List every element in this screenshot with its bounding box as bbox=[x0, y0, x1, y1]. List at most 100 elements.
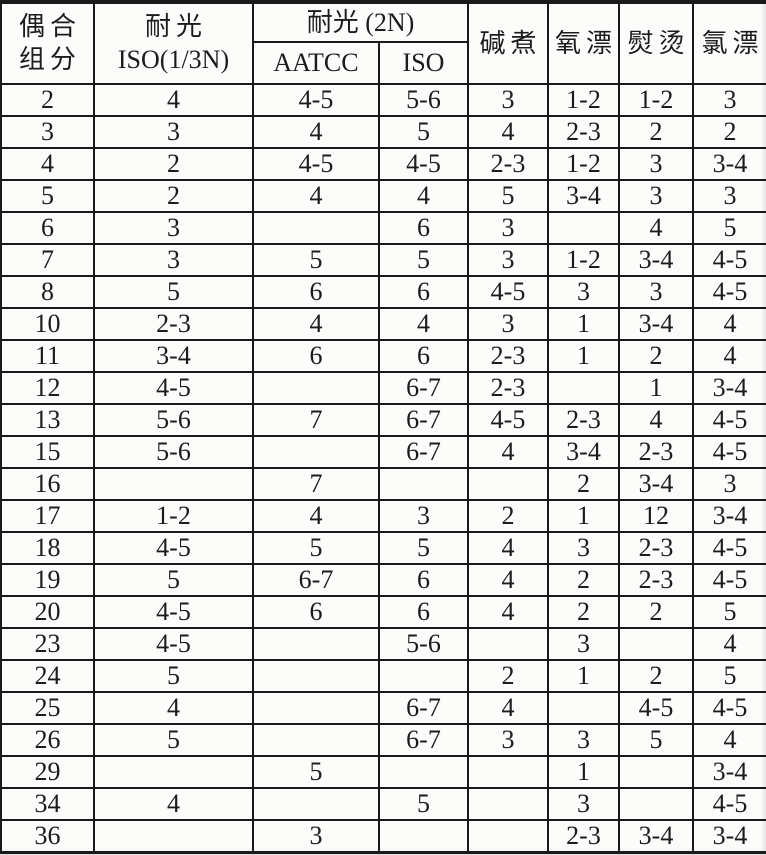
value-cell: 2 bbox=[93, 147, 254, 181]
value-cell: 5 bbox=[467, 179, 549, 213]
value-cell bbox=[618, 627, 694, 661]
component-cell: 36 bbox=[0, 819, 95, 853]
header-lightfastness-2n: 耐光 (2N) bbox=[252, 1, 469, 43]
table-row: 20 4-5 6 6 4 2 2 5 bbox=[0, 595, 766, 629]
component-cell: 15 bbox=[0, 435, 95, 469]
table-row: 7 3 5 5 3 1-2 3-4 4-5 bbox=[0, 243, 766, 277]
value-cell: 5 bbox=[378, 787, 469, 821]
table-row: 26 5 6-7 3 3 5 4 bbox=[0, 723, 766, 757]
value-cell: 4-5 bbox=[692, 275, 766, 309]
value-cell: 3 bbox=[547, 531, 620, 565]
value-cell: 2 bbox=[93, 179, 254, 213]
value-cell: 4-5 bbox=[692, 435, 766, 469]
value-cell: 5 bbox=[692, 595, 766, 629]
value-cell bbox=[252, 435, 380, 469]
value-cell: 4 bbox=[378, 179, 469, 213]
value-cell: 4 bbox=[93, 83, 254, 117]
value-cell: 12 bbox=[618, 499, 694, 533]
value-cell: 4 bbox=[252, 115, 380, 149]
table-row: 2 4 4-5 5-6 3 1-2 1-2 3 bbox=[0, 83, 766, 117]
component-cell: 19 bbox=[0, 563, 95, 597]
value-cell: 3-4 bbox=[547, 435, 620, 469]
value-cell: 6 bbox=[378, 595, 469, 629]
header-lightfastness-iso13n: 耐光 ISO(1/3N) bbox=[93, 1, 254, 85]
component-cell: 34 bbox=[0, 787, 95, 821]
header-lightfast-line2: ISO(1/3N) bbox=[117, 44, 230, 74]
value-cell: 4-5 bbox=[93, 627, 254, 661]
value-cell: 3 bbox=[93, 211, 254, 245]
value-cell bbox=[618, 787, 694, 821]
component-cell: 18 bbox=[0, 531, 95, 565]
component-cell: 3 bbox=[0, 115, 95, 149]
value-cell: 2-3 bbox=[618, 435, 694, 469]
value-cell bbox=[467, 787, 549, 821]
value-cell bbox=[252, 371, 380, 405]
value-cell: 5 bbox=[93, 659, 254, 693]
value-cell: 6 bbox=[378, 339, 469, 373]
value-cell: 2 bbox=[618, 115, 694, 149]
value-cell: 5-6 bbox=[93, 435, 254, 469]
table-row: 16 7 2 3-4 3 bbox=[0, 467, 766, 501]
value-cell bbox=[467, 755, 549, 789]
value-cell: 6 bbox=[252, 275, 380, 309]
value-cell bbox=[467, 627, 549, 661]
value-cell: 4-5 bbox=[252, 83, 380, 117]
value-cell bbox=[378, 819, 469, 853]
value-cell: 4 bbox=[618, 403, 694, 437]
value-cell: 4-5 bbox=[378, 147, 469, 181]
value-cell: 1 bbox=[547, 499, 620, 533]
value-cell: 6-7 bbox=[378, 691, 469, 725]
value-cell: 6 bbox=[252, 595, 380, 629]
header-lightfast-line1: 耐光 bbox=[144, 12, 207, 41]
value-cell: 3-4 bbox=[618, 307, 694, 341]
component-cell: 13 bbox=[0, 403, 95, 437]
value-cell: 3 bbox=[692, 179, 766, 213]
value-cell: 4 bbox=[467, 563, 549, 597]
value-cell: 2-3 bbox=[467, 371, 549, 405]
value-cell bbox=[252, 627, 380, 661]
value-cell: 4-5 bbox=[93, 371, 254, 405]
value-cell: 6 bbox=[378, 211, 469, 245]
component-cell: 20 bbox=[0, 595, 95, 629]
component-cell: 26 bbox=[0, 723, 95, 757]
value-cell: 6-7 bbox=[378, 403, 469, 437]
value-cell: 4 bbox=[467, 595, 549, 629]
value-cell: 4-5 bbox=[692, 691, 766, 725]
value-cell: 5 bbox=[93, 563, 254, 597]
header-coupling-line2: 组分 bbox=[18, 44, 81, 74]
value-cell: 5-6 bbox=[378, 83, 469, 117]
value-cell bbox=[93, 467, 254, 501]
table-row: 8 5 6 6 4-5 3 3 4-5 bbox=[0, 275, 766, 309]
component-cell: 7 bbox=[0, 243, 95, 277]
component-cell: 6 bbox=[0, 211, 95, 245]
component-cell: 11 bbox=[0, 339, 95, 373]
value-cell: 3 bbox=[252, 819, 380, 853]
value-cell: 4 bbox=[692, 723, 766, 757]
value-cell: 2 bbox=[618, 659, 694, 693]
value-cell: 4-5 bbox=[252, 147, 380, 181]
value-cell: 1-2 bbox=[93, 499, 254, 533]
value-cell: 1 bbox=[547, 755, 620, 789]
value-cell: 3 bbox=[467, 723, 549, 757]
value-cell: 4 bbox=[467, 115, 549, 149]
value-cell bbox=[252, 659, 380, 693]
value-cell: 2 bbox=[467, 499, 549, 533]
value-cell: 5 bbox=[692, 659, 766, 693]
value-cell: 3 bbox=[467, 83, 549, 117]
value-cell: 2-3 bbox=[547, 403, 620, 437]
header-coupling-component: 偶合 组分 bbox=[0, 1, 95, 85]
value-cell: 4-5 bbox=[467, 275, 549, 309]
value-cell: 3-4 bbox=[692, 755, 766, 789]
value-cell bbox=[467, 819, 549, 853]
value-cell: 5 bbox=[93, 275, 254, 309]
header-iso: ISO bbox=[378, 41, 469, 85]
value-cell bbox=[252, 691, 380, 725]
value-cell bbox=[378, 659, 469, 693]
value-cell: 2 bbox=[467, 659, 549, 693]
value-cell: 1 bbox=[547, 659, 620, 693]
table-row: 34 4 5 3 4-5 bbox=[0, 787, 766, 821]
value-cell: 5 bbox=[252, 755, 380, 789]
